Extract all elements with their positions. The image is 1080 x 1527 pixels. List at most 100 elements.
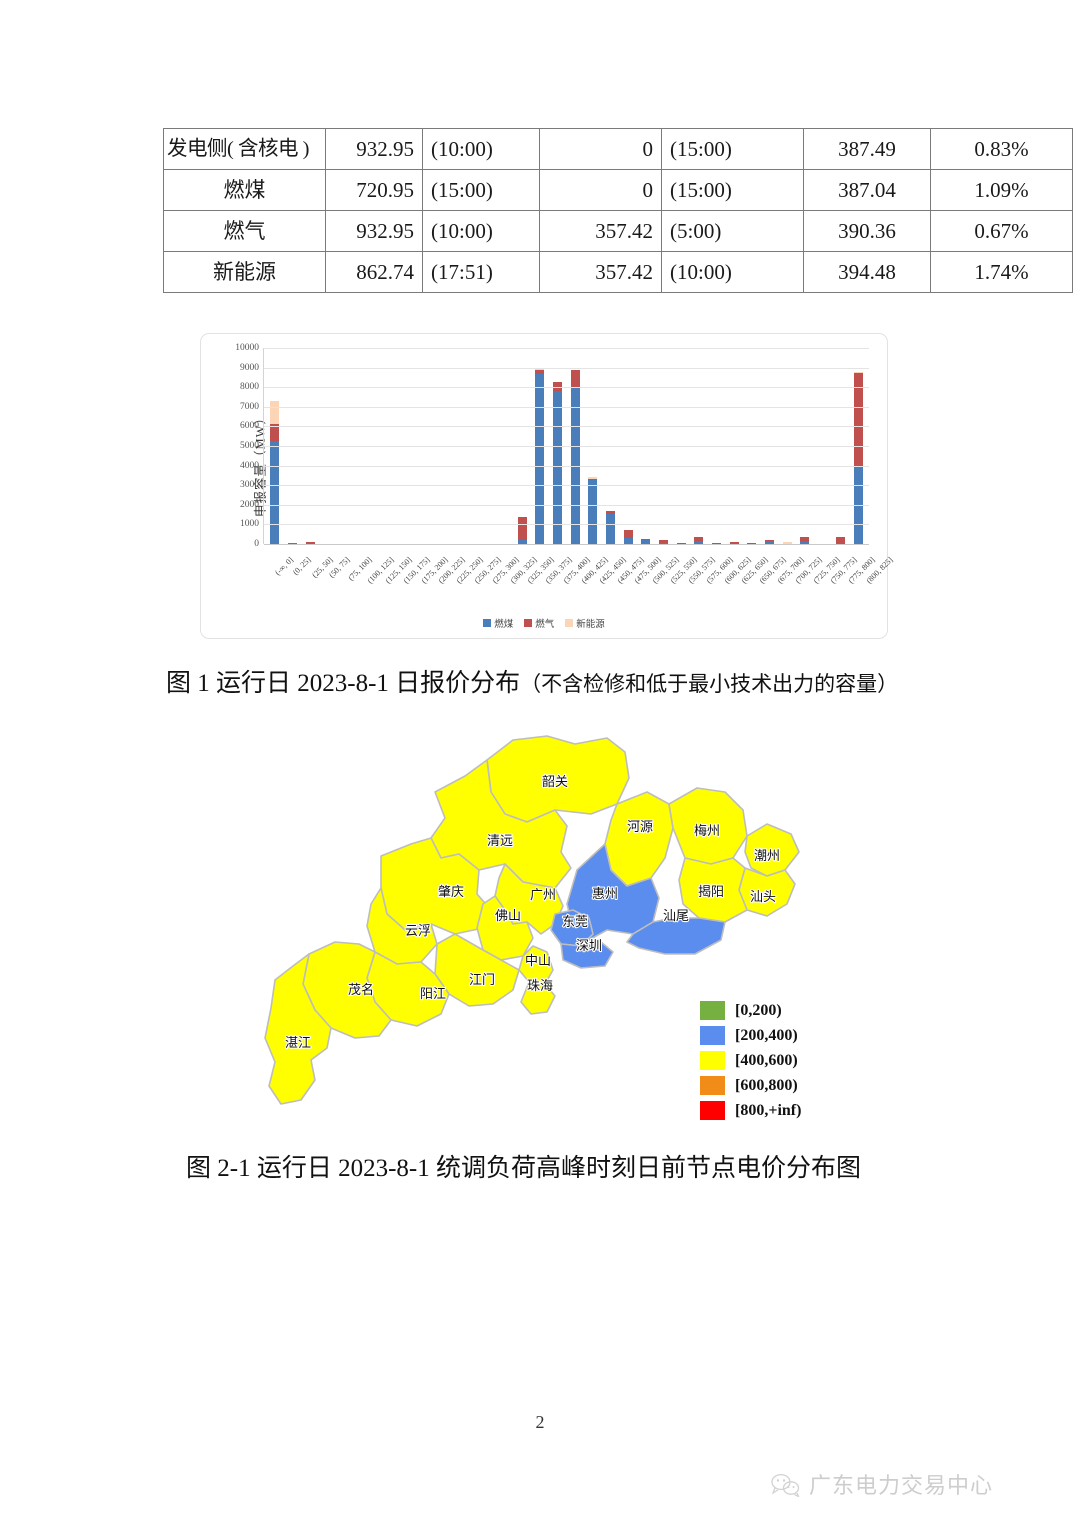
figure-1-caption-main: 图 1 运行日 2023-8-1 日报价分布 bbox=[166, 670, 521, 697]
chart-legend-item[interactable]: 新能源 bbox=[565, 616, 605, 630]
chart-bar-segment-新能源 bbox=[535, 368, 545, 370]
chart-bar bbox=[782, 542, 792, 544]
chart-bar-segment-燃煤 bbox=[588, 480, 598, 544]
chart-bar-segment-燃煤 bbox=[270, 441, 280, 544]
map-region-东莞[interactable] bbox=[550, 909, 594, 947]
chart-y-tick-label: 9000 bbox=[240, 362, 259, 373]
map-region-汕尾[interactable] bbox=[626, 917, 726, 955]
map-city-label: 茂名 bbox=[348, 982, 374, 998]
avg-value: 387.49 bbox=[803, 128, 931, 170]
chart-plot-area: 0 1000 2000 3000 4000 5000 6000 7000 8000 9000 100… bbox=[235, 343, 869, 549]
chart-bar-segment-燃气 bbox=[676, 542, 686, 544]
chart-x-tick-label: (-∞, 0] bbox=[273, 555, 295, 578]
map-legend-row[interactable]: [800,+inf) bbox=[700, 1098, 850, 1123]
chart-bar-segment-燃气 bbox=[712, 543, 722, 544]
chart-bar-segment-燃煤 bbox=[517, 540, 527, 544]
map-region-深圳[interactable] bbox=[560, 941, 614, 969]
map-region-佛山[interactable] bbox=[476, 895, 534, 961]
chart-bar-segment-燃气 bbox=[535, 369, 545, 375]
chart-bar-column bbox=[832, 348, 850, 544]
map-legend-row[interactable]: [200,400) bbox=[700, 1023, 850, 1048]
chart-bar-segment-燃气 bbox=[517, 516, 527, 541]
chart-bar-segment-燃气 bbox=[853, 372, 863, 466]
map-legend-row[interactable]: [600,800) bbox=[700, 1073, 850, 1098]
map-region-河源[interactable] bbox=[604, 791, 674, 887]
chart-bar-segment-燃气 bbox=[588, 478, 598, 481]
row-label: 发电侧( 含核电 ) bbox=[163, 128, 326, 170]
map-legend-row[interactable]: [0,200) bbox=[700, 998, 850, 1023]
chart-bar bbox=[570, 369, 580, 544]
chart-legend-item[interactable]: 燃气 bbox=[524, 616, 554, 630]
map-region-揭阳[interactable] bbox=[678, 857, 748, 923]
map-legend-label: [400,600) bbox=[735, 1051, 798, 1069]
chart-bar bbox=[641, 538, 651, 544]
chart-bar-column bbox=[619, 348, 637, 544]
map-city-label: 珠海 bbox=[527, 979, 553, 994]
map-region-珠海[interactable] bbox=[520, 981, 556, 1015]
map-city-label: 肇庆 bbox=[438, 885, 464, 900]
pct-value: 1.09% bbox=[930, 169, 1073, 211]
chart-bar-column bbox=[513, 348, 531, 544]
chart-bar-segment-燃煤 bbox=[800, 541, 810, 544]
chart-bar-segment-燃气 bbox=[694, 537, 704, 542]
legend-label: 燃气 bbox=[535, 620, 555, 630]
chart-bar-segment-燃气 bbox=[765, 539, 775, 542]
row-label: 燃煤 bbox=[163, 169, 326, 211]
min-time: (10:00) bbox=[661, 251, 804, 293]
figure-2-1-caption: 图 2-1 运行日 2023-8-1 统调负荷高峰时刻日前节点电价分布图 bbox=[186, 1148, 861, 1184]
legend-swatch-icon bbox=[483, 619, 492, 627]
table-row: 发电侧( 含核电 ) 932.95 (10:00) 0 (15:00) 387.… bbox=[163, 128, 1073, 170]
map-city-label: 韶关 bbox=[542, 774, 568, 790]
chart-gridline bbox=[264, 485, 869, 487]
min-value: 0 bbox=[539, 169, 662, 211]
chart-bar bbox=[517, 516, 527, 544]
min-value: 0 bbox=[539, 128, 662, 170]
figure-1-caption-note: （不含检修和低于最小技术出力的容量） bbox=[520, 672, 899, 696]
pct-value: 1.74% bbox=[930, 251, 1073, 293]
chart-bar bbox=[659, 540, 669, 544]
map-city-label: 阳江 bbox=[420, 987, 446, 1002]
map-city-label: 梅州 bbox=[694, 824, 720, 839]
chart-bar-segment-燃煤 bbox=[694, 541, 704, 544]
row-label: 新能源 bbox=[163, 251, 326, 293]
chart-bar-column bbox=[725, 348, 743, 544]
chart-gridline bbox=[264, 367, 869, 369]
table-row: 燃气 932.95 (10:00) 357.42 (5:00) 390.36 0… bbox=[163, 210, 1073, 252]
map-region-梅州[interactable] bbox=[668, 787, 748, 865]
chart-y-tick-label: 3000 bbox=[240, 480, 259, 491]
chart-bar bbox=[305, 541, 315, 544]
chart-bar-column bbox=[708, 348, 726, 544]
chart-bar bbox=[606, 511, 616, 544]
chart-y-tick-label: 7000 bbox=[240, 401, 259, 412]
avg-value: 387.04 bbox=[803, 169, 931, 211]
chart-y-tick-label: 4000 bbox=[240, 460, 259, 471]
min-value: 357.42 bbox=[539, 251, 662, 293]
map-region-湛江[interactable] bbox=[264, 953, 332, 1105]
chart-gridline bbox=[264, 348, 869, 349]
figure-2-1-caption-main: 图 2-1 运行日 2023-8-1 统调负荷高峰时刻日前节点电价分布图 bbox=[186, 1155, 861, 1182]
legend-swatch-icon bbox=[565, 619, 574, 627]
chart-bar-column bbox=[672, 348, 690, 544]
map-city-label: 揭阳 bbox=[698, 885, 724, 900]
chart-bar-column bbox=[637, 348, 655, 544]
row-label: 燃气 bbox=[163, 210, 326, 252]
chart-bar-segment-新能源 bbox=[588, 477, 598, 479]
chart-bar-segment-燃煤 bbox=[606, 513, 616, 544]
map-region-广州[interactable] bbox=[494, 863, 564, 935]
chart-y-tick-label: 2000 bbox=[240, 499, 259, 510]
chart-bar-column bbox=[796, 348, 814, 544]
chart-bar bbox=[676, 542, 686, 544]
chart-bar-column bbox=[284, 348, 302, 544]
min-time: (15:00) bbox=[661, 169, 804, 211]
chart-bar bbox=[588, 477, 598, 544]
statistics-table: 发电侧( 含核电 ) 932.95 (10:00) 0 (15:00) 387.… bbox=[163, 128, 1073, 293]
chart-legend-item[interactable]: 燃煤 bbox=[483, 616, 513, 630]
map-region-中山[interactable] bbox=[518, 945, 554, 985]
chart-bar bbox=[835, 536, 845, 544]
max-value: 932.95 bbox=[325, 210, 423, 252]
map-legend-row[interactable]: [400,600) bbox=[700, 1048, 850, 1073]
chart-gridline bbox=[264, 446, 869, 447]
chart-bar-segment-新能源 bbox=[853, 371, 863, 373]
min-time: (15:00) bbox=[661, 128, 804, 170]
chart-gridline bbox=[264, 426, 869, 428]
